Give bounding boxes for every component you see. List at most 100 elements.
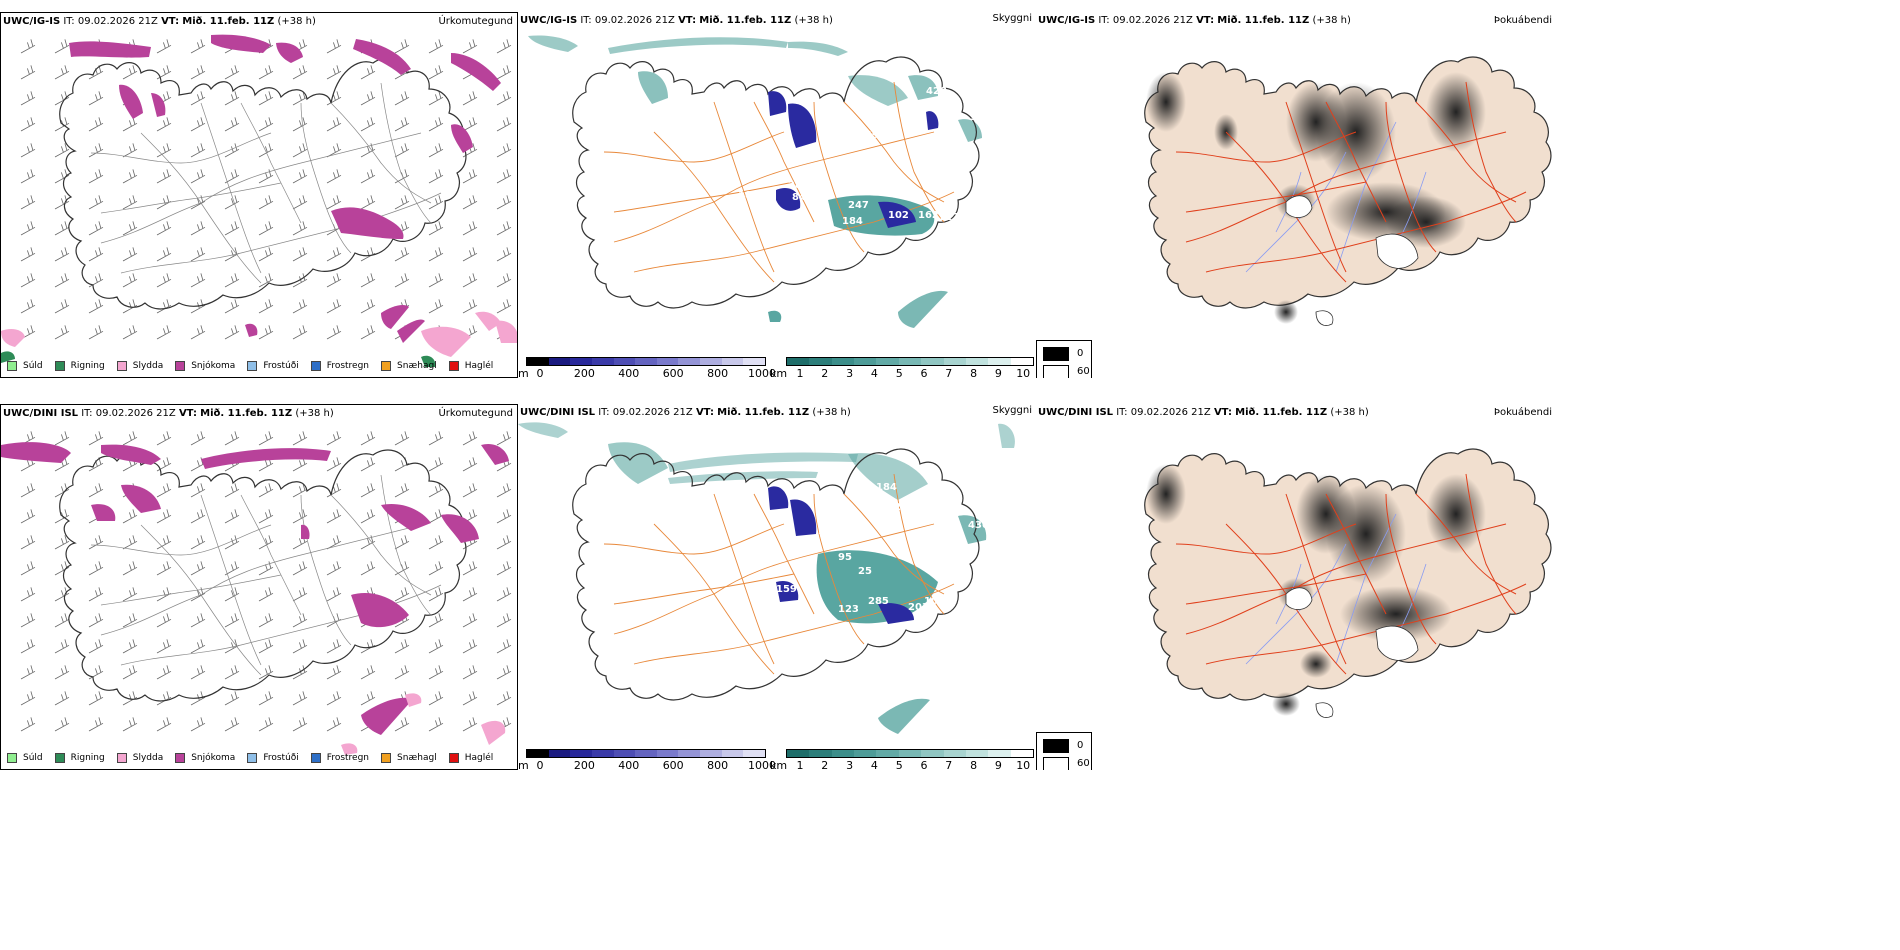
wind-barb <box>326 117 342 132</box>
wind-barb <box>292 169 308 184</box>
road-segment <box>1385 493 1437 645</box>
wind-barb <box>496 169 512 184</box>
wind-barb <box>88 431 104 446</box>
scale-tick-label: 3 <box>846 367 854 378</box>
legend-label: Frostúði <box>263 753 299 763</box>
wind-barb <box>360 195 376 210</box>
wind-barb <box>428 247 444 262</box>
wind-barb <box>20 561 36 576</box>
precip-type-legend: Súld Rigning Slydda Snjókoma Frostúði Fr… <box>7 751 505 765</box>
wind-barb <box>326 91 342 106</box>
wind-barb <box>360 639 376 654</box>
wind-barb <box>54 143 70 158</box>
scale-tick-label: 400 <box>618 367 640 378</box>
wind-barb <box>190 91 206 106</box>
iceland-outline <box>59 449 467 702</box>
legend-swatch <box>381 361 392 371</box>
it-label: IT: <box>1098 15 1110 26</box>
wind-barb <box>122 169 138 184</box>
road-segment <box>100 574 282 606</box>
road-segment <box>100 132 422 244</box>
wind-barb <box>122 195 138 210</box>
colorbar-segment <box>591 358 614 365</box>
wind-barb <box>394 535 410 550</box>
rain-areas <box>1 351 436 367</box>
wind-barb <box>428 691 444 706</box>
snow-areas <box>69 34 501 343</box>
fog-panel-row2: UWC/DINI ISL IT: 09.02.2026 21Z VT: Mið.… <box>1036 404 1556 770</box>
wind-barb <box>190 169 206 184</box>
cloud-height-label: 280 <box>788 180 809 191</box>
legend-label: Snjókoma <box>191 753 236 763</box>
colorbar-segment <box>1010 750 1033 757</box>
wind-barb <box>224 587 240 602</box>
lead-time: (+38 h) <box>277 16 316 27</box>
wind-barb <box>258 117 274 132</box>
wind-barb <box>258 613 274 628</box>
wind-barb <box>258 587 274 602</box>
fog-legend-label: 0 <box>1077 740 1084 751</box>
wind-barb <box>428 431 444 446</box>
wind-barb <box>394 169 410 184</box>
colorbar-segment <box>743 750 766 757</box>
cloud-height-label: 102 <box>888 210 909 221</box>
snow-areas <box>1 442 509 735</box>
wind-barb <box>20 143 36 158</box>
wind-barb <box>258 431 274 446</box>
wind-barb <box>496 431 512 446</box>
colorbar-segment <box>548 358 571 365</box>
wind-barb <box>428 587 444 602</box>
precip-panel-row2: UWC/DINI ISL IT: 09.02.2026 21Z VT: Mið.… <box>0 404 518 770</box>
colorbar-segment <box>548 750 571 757</box>
colorbar-segment <box>809 358 832 365</box>
wind-barb <box>224 691 240 706</box>
vt-label: VT: <box>161 16 180 27</box>
road-segment <box>380 474 432 616</box>
wind-barb <box>156 247 172 262</box>
wind-barb <box>258 483 274 498</box>
fog-areas <box>1146 72 1486 324</box>
precip-type-map <box>1 34 517 367</box>
legend-item-slydda: Slydda <box>116 753 163 763</box>
cloud-height-label: 18 <box>738 190 752 201</box>
wind-barb <box>394 195 410 210</box>
wind-barb <box>394 39 410 54</box>
cloud-panel-row1: UWC/IG-IS IT: 09.02.2026 21Z VT: Mið. 11… <box>518 12 1036 378</box>
scale-tick-label: 10 <box>1016 367 1031 378</box>
wind-barb <box>326 457 342 472</box>
legend-item-frostudi: Frostúði <box>247 753 299 763</box>
colorbar-segment <box>921 750 944 757</box>
scale-tick-label: 800 <box>707 367 729 378</box>
cloud-height-numbers: 562 149 84 184 247 102 162 117 428 984 12 280 15 18 <box>618 74 991 227</box>
road-segment <box>1415 493 1517 595</box>
wind-barb <box>20 639 36 654</box>
wind-barb <box>258 65 274 80</box>
wind-barb <box>20 39 36 54</box>
panel-title: UWC/IG-IS IT: 09.02.2026 21Z VT: Mið. 11… <box>3 16 316 27</box>
wind-barb <box>258 143 274 158</box>
colorbar-segment <box>943 358 966 365</box>
it-value: 09.02.2026 21Z <box>1112 15 1193 26</box>
scale-tick-label: 1000 <box>748 759 776 770</box>
it-label: IT: <box>598 407 610 418</box>
legend-label: Slydda <box>132 361 164 371</box>
wind-barb <box>496 195 512 210</box>
legend-label: Snæhagl <box>397 361 437 371</box>
it-label: IT: <box>63 16 75 27</box>
scale-unit: m <box>518 759 529 770</box>
wind-barb <box>428 509 444 524</box>
wind-barb <box>88 325 104 340</box>
cloud-height-label: 95 <box>838 552 852 563</box>
precip-type-legend: Súld Rigning Slydda Snjókoma Frostúði Fr… <box>7 359 505 373</box>
wind-barb <box>190 117 206 132</box>
it-value: 09.02.2026 21Z <box>95 408 176 419</box>
scale-tick-label: 1 <box>796 367 804 378</box>
road-segment <box>1465 473 1517 615</box>
wind-barb <box>224 195 240 210</box>
vt-label: VT: <box>678 15 697 26</box>
model-label: UWC/DINI ISL <box>3 408 79 419</box>
road-segment <box>633 583 955 665</box>
colorbar-segment <box>831 358 855 365</box>
wind-barb <box>258 91 274 106</box>
legend-label: Rigning <box>70 361 105 371</box>
